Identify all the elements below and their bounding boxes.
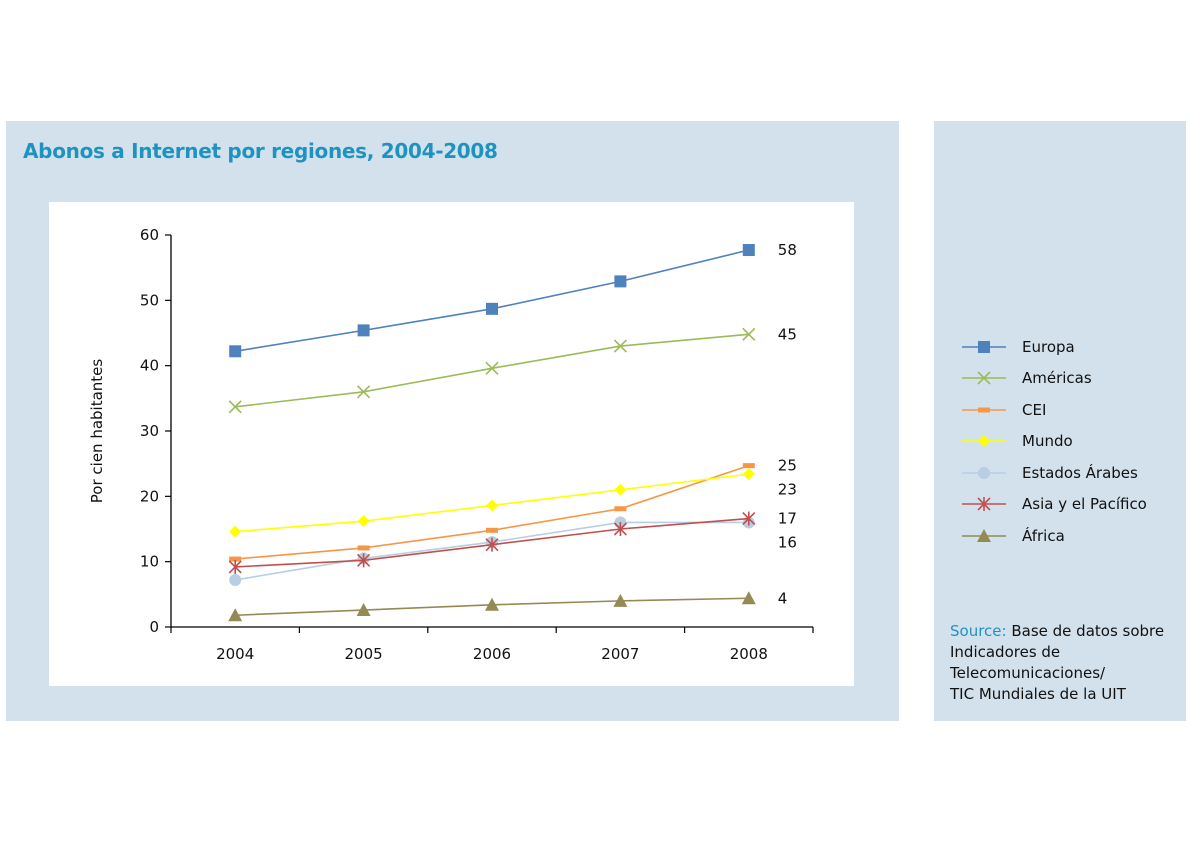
x-tick-label: 2007 (601, 645, 639, 663)
data-point (356, 603, 371, 617)
legend-label: Mundo (1022, 432, 1073, 451)
data-point (357, 553, 371, 568)
chart-legend: Europa Américas CEI Mundo Estados Árabes Asia… (962, 331, 1182, 552)
legend-item: Estados Árabes (962, 457, 1182, 489)
y-tick-label: 60 (140, 226, 159, 244)
end-value-label: 25 (778, 457, 797, 475)
data-point (742, 327, 756, 341)
data-point (741, 591, 756, 605)
legend-label: CEI (1022, 400, 1047, 419)
source-text: Base de datos sobre Indicadores de Telec… (950, 622, 1165, 703)
data-point (229, 556, 242, 562)
legend-label: Estados Árabes (1022, 463, 1138, 482)
legend-label: Américas (1022, 369, 1092, 388)
y-tick-label: 0 (149, 618, 159, 636)
chart-panel: Abonos a Internet por regiones, 2004-200… (6, 121, 899, 721)
data-point (613, 339, 627, 353)
end-value-label: 45 (778, 325, 797, 343)
legend-swatch (962, 340, 1006, 353)
line-chart: 0 10 20 30 40 50 60 2004 2005 2006 2007 2008 Por cie… (88, 226, 814, 663)
data-point (485, 537, 499, 552)
legend-item: África (962, 520, 1182, 552)
data-point (742, 463, 755, 469)
series-line (235, 333, 749, 408)
end-value-label: 23 (778, 481, 797, 499)
data-point (613, 593, 628, 607)
data-point (357, 385, 371, 399)
end-value-label: 4 (778, 589, 788, 607)
x-tick-label: 2008 (730, 645, 768, 663)
legend-label: Asia y el Pacífico (1022, 495, 1147, 514)
data-point (229, 573, 242, 586)
data-point (978, 435, 990, 448)
data-point (977, 497, 991, 512)
data-point (228, 559, 242, 574)
x-tick-label: 2006 (473, 645, 511, 663)
y-tick-label: 30 (140, 422, 159, 440)
legend-item: Mundo (962, 426, 1182, 458)
end-value-label: 17 (778, 510, 797, 528)
plot-area: 0 10 20 30 40 50 60 2004 2005 2006 2007 2008 Por cie… (49, 202, 854, 686)
data-point (742, 511, 756, 526)
data-point (977, 371, 991, 385)
x-tick-label: 2005 (345, 645, 383, 663)
y-tick-label: 10 (140, 553, 159, 571)
data-point (357, 515, 370, 528)
data-point (614, 483, 627, 496)
legend-label: Europa (1022, 337, 1075, 356)
y-tick-label: 50 (140, 291, 159, 309)
legend-label: África (1022, 526, 1065, 545)
legend-item: Europa (962, 331, 1182, 363)
data-point (229, 525, 242, 538)
data-point (613, 522, 627, 536)
y-tick-label: 20 (140, 487, 159, 505)
chart-title: Abonos a Internet por regiones, 2004-200… (23, 139, 498, 163)
x-tick-label: 2004 (216, 645, 254, 663)
legend-swatch (962, 528, 1006, 542)
legend-swatch (962, 497, 1006, 512)
y-axis-title: Por cien habitantes (88, 359, 106, 504)
legend-item: CEI (962, 394, 1182, 426)
data-point (228, 608, 243, 622)
legend-item: Américas (962, 363, 1182, 395)
end-value-label: 16 (778, 534, 797, 552)
y-tick-label: 40 (140, 357, 159, 375)
data-point (228, 400, 242, 414)
data-point (357, 324, 370, 337)
data-point (614, 506, 627, 512)
data-point (485, 361, 499, 375)
legend-swatch (962, 466, 1006, 479)
data-point (486, 527, 498, 533)
data-point (978, 466, 990, 479)
legend-swatch (962, 435, 1006, 448)
data-point (357, 545, 370, 551)
data-point (977, 528, 991, 542)
legend-panel: Europa Américas CEI Mundo Estados Árabes Asia… (934, 121, 1186, 721)
data-point (614, 275, 627, 288)
legend-item: Asia y el Pacífico (962, 489, 1182, 521)
legend-swatch (962, 407, 1006, 413)
data-point (978, 407, 990, 413)
data-point (486, 302, 498, 315)
data-point (486, 499, 498, 512)
source-note: Source: Base de datos sobre Indicadores … (950, 621, 1184, 705)
legend-swatch (962, 371, 1006, 385)
data-point (485, 597, 499, 611)
series-line (235, 249, 749, 353)
end-value-label: 58 (778, 241, 797, 259)
data-point (978, 340, 990, 353)
data-point (742, 468, 755, 481)
source-key: Source: (950, 622, 1007, 640)
data-point (742, 244, 755, 257)
data-point (229, 345, 242, 358)
